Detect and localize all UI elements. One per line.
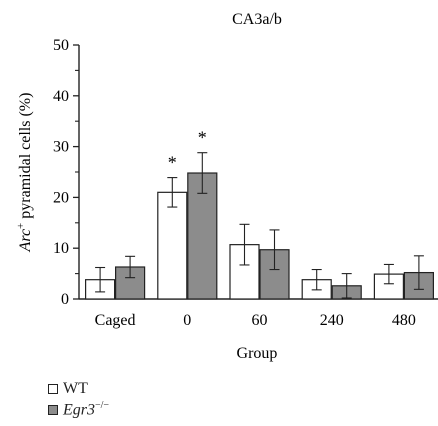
significance-markers: ** — [168, 128, 207, 173]
bars-group — [84, 172, 434, 300]
bar — [157, 191, 188, 300]
bar — [229, 244, 260, 300]
x-tick-label: Caged — [95, 312, 136, 329]
y-axis-label-sup: + — [15, 223, 27, 229]
y-axis-label: Arc+ pyramidal cells (%) — [15, 93, 34, 253]
x-tick-label: 60 — [252, 312, 268, 329]
x-axis-label: Group — [237, 345, 278, 362]
y-tick-label: 30 — [53, 139, 69, 156]
bar — [114, 266, 146, 300]
legend-label-egr3: Egr3−/− — [63, 399, 110, 419]
legend-label-wt: WT — [63, 379, 88, 397]
y-axis: 0 10 20 30 40 50 — [53, 37, 80, 308]
y-tick-label: 0 — [61, 291, 69, 308]
legend-swatch-egr3 — [48, 404, 58, 415]
legend: WT Egr3−/− — [48, 378, 109, 420]
y-tick-label: 50 — [53, 37, 69, 54]
y-axis-label-rest: pyramidal cells (%) — [17, 93, 34, 223]
y-axis-label-arc: Arc — [17, 229, 34, 253]
legend-item-wt: WT — [48, 378, 109, 399]
chart-title: CA3a/b — [232, 11, 282, 28]
significance-star: * — [168, 153, 177, 173]
legend-item-egr3: Egr3−/− — [48, 399, 109, 420]
y-tick-label: 10 — [53, 240, 69, 257]
y-tick-label: 40 — [53, 88, 69, 105]
x-axis: Caged 0 60 240 480 — [79, 298, 438, 329]
significance-star: * — [198, 128, 207, 148]
error-bars-group — [95, 152, 424, 299]
x-tick-label: 240 — [320, 312, 344, 329]
y-tick-label: 20 — [53, 189, 69, 206]
legend-swatch-wt — [48, 383, 58, 394]
x-tick-label: 480 — [392, 312, 416, 329]
x-tick-label: 0 — [183, 312, 191, 329]
